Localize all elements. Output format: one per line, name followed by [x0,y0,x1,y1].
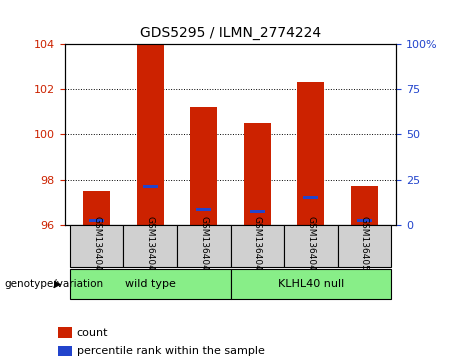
Text: GSM1364048: GSM1364048 [253,216,262,276]
Bar [284,225,337,267]
Bar [303,196,318,199]
Text: count: count [77,327,108,338]
Bar [58,346,71,356]
Bar [70,269,230,299]
Title: GDS5295 / ILMN_2774224: GDS5295 / ILMN_2774224 [140,26,321,40]
Text: GSM1364045: GSM1364045 [92,216,101,276]
Bar [196,208,211,211]
Bar [83,191,110,225]
Bar [137,44,164,225]
Text: GSM1364050: GSM1364050 [360,216,369,276]
Bar [230,269,391,299]
Bar [70,225,124,267]
Text: ▶: ▶ [54,279,61,289]
Bar [143,185,158,188]
Text: percentile rank within the sample: percentile rank within the sample [77,346,265,356]
Bar [297,82,324,225]
Bar [124,225,177,267]
Text: KLHL40 null: KLHL40 null [278,279,344,289]
Bar [337,225,391,267]
Text: genotype/variation: genotype/variation [5,279,104,289]
Text: GSM1364046: GSM1364046 [146,216,155,276]
Bar [177,225,230,267]
Bar [244,123,271,225]
Bar [357,219,372,222]
Bar [351,187,378,225]
Text: GSM1364047: GSM1364047 [199,216,208,276]
Text: GSM1364049: GSM1364049 [306,216,315,276]
Text: wild type: wild type [125,279,176,289]
Bar [89,219,104,222]
Bar [190,107,217,225]
Bar [58,327,71,338]
Bar [250,210,265,213]
Bar [230,225,284,267]
